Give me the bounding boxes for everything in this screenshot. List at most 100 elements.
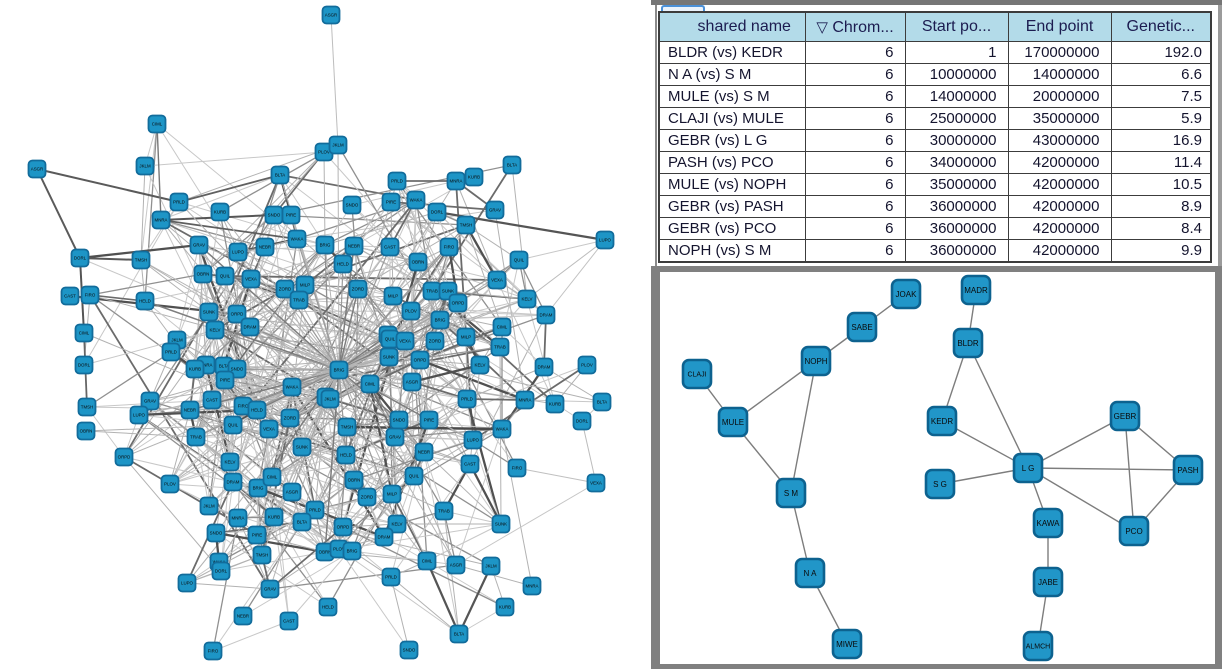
svg-text:WAKA: WAKA <box>286 385 299 390</box>
svg-text:SNDO: SNDO <box>393 418 406 423</box>
svg-text:GRAV: GRAV <box>264 587 276 592</box>
svg-text:TMSH: TMSH <box>256 553 268 558</box>
svg-text:GRAV: GRAV <box>144 399 156 404</box>
svg-text:DORL: DORL <box>215 569 228 574</box>
svg-text:ASGR: ASGR <box>286 490 298 495</box>
svg-text:LUPO: LUPO <box>232 250 245 255</box>
svg-text:GRAV: GRAV <box>489 208 501 213</box>
svg-text:NEBR: NEBR <box>237 614 249 619</box>
svg-text:LUPO: LUPO <box>133 413 146 418</box>
svg-text:TMSH: TMSH <box>81 405 93 410</box>
svg-text:PLOV: PLOV <box>405 309 417 314</box>
svg-text:TMSH: TMSH <box>460 223 472 228</box>
svg-text:ORPD: ORPD <box>452 301 465 306</box>
svg-text:KELV: KELV <box>475 363 486 368</box>
svg-text:NEBR: NEBR <box>184 408 196 413</box>
svg-text:DORL: DORL <box>78 363 91 368</box>
svg-text:N A: N A <box>804 569 818 578</box>
svg-text:ORPD: ORPD <box>231 312 244 317</box>
svg-text:OBRN: OBRN <box>197 272 210 277</box>
svg-text:JOAK: JOAK <box>896 290 918 299</box>
svg-text:JKLM: JKLM <box>485 564 497 569</box>
svg-text:OBRN: OBRN <box>412 260 425 265</box>
svg-text:JKLM: JKLM <box>139 164 151 169</box>
svg-text:SNDO: SNDO <box>403 648 416 653</box>
svg-text:MILP: MILP <box>387 492 397 497</box>
svg-text:QUIL: QUIL <box>220 274 231 279</box>
svg-text:ORPD: ORPD <box>118 455 131 460</box>
svg-text:MNRA: MNRA <box>155 218 168 223</box>
svg-text:TRAB: TRAB <box>293 298 305 303</box>
svg-text:CAST: CAST <box>384 245 396 250</box>
svg-text:JKLM: JKLM <box>324 397 336 402</box>
svg-text:KURB: KURB <box>468 175 480 180</box>
svg-text:PRLD: PRLD <box>461 397 473 402</box>
svg-text:TRAB: TRAB <box>190 435 202 440</box>
svg-text:SNDO: SNDO <box>231 367 244 372</box>
svg-text:BRIG: BRIG <box>435 318 446 323</box>
svg-text:PASH: PASH <box>1177 466 1198 475</box>
svg-text:FIRO: FIRO <box>444 245 455 250</box>
svg-text:VEXA: VEXA <box>491 278 503 283</box>
svg-text:HELD: HELD <box>139 299 151 304</box>
svg-text:VEXA: VEXA <box>263 427 275 432</box>
svg-text:NEBR: NEBR <box>259 245 271 250</box>
svg-text:ASGR: ASGR <box>31 167 43 172</box>
svg-text:KELV: KELV <box>392 522 403 527</box>
svg-text:GEBR: GEBR <box>1114 412 1137 421</box>
svg-text:PIRE: PIRE <box>286 213 296 218</box>
svg-text:S G: S G <box>933 480 947 489</box>
svg-text:SUNK: SUNK <box>296 445 308 450</box>
svg-text:ZORD: ZORD <box>352 287 364 292</box>
svg-text:BRIG: BRIG <box>334 368 345 373</box>
svg-text:SNDO: SNDO <box>210 531 223 536</box>
svg-text:SUNK: SUNK <box>495 522 507 527</box>
svg-text:MNRA: MNRA <box>200 363 213 368</box>
svg-text:CIML: CIML <box>79 331 90 336</box>
svg-text:BLTA: BLTA <box>507 163 517 168</box>
svg-text:LUPO: LUPO <box>467 438 480 443</box>
svg-text:SUNK: SUNK <box>442 289 454 294</box>
svg-text:WAKA: WAKA <box>410 198 423 203</box>
svg-text:NOPH: NOPH <box>804 357 827 366</box>
svg-text:JKLM: JKLM <box>203 504 215 509</box>
svg-text:BRIG: BRIG <box>253 486 264 491</box>
svg-text:TMSH: TMSH <box>135 258 147 263</box>
svg-text:BLTA: BLTA <box>275 173 285 178</box>
svg-text:PCO: PCO <box>1125 527 1142 536</box>
svg-text:KURB: KURB <box>499 605 511 610</box>
svg-text:MIWE: MIWE <box>836 640 858 649</box>
svg-text:GRAV: GRAV <box>389 435 401 440</box>
svg-text:MADR: MADR <box>964 286 988 295</box>
svg-text:HELD: HELD <box>251 408 263 413</box>
svg-text:PLOV: PLOV <box>164 482 176 487</box>
svg-text:NEBR: NEBR <box>418 450 430 455</box>
svg-text:CAST: CAST <box>283 619 295 624</box>
svg-text:DORL: DORL <box>74 256 87 261</box>
svg-text:MILP: MILP <box>300 283 310 288</box>
svg-text:ZORD: ZORD <box>279 287 291 292</box>
svg-text:PIRE: PIRE <box>252 533 262 538</box>
svg-text:MULE: MULE <box>722 418 744 427</box>
svg-text:MNRA: MNRA <box>526 584 539 589</box>
svg-text:LUPO: LUPO <box>181 581 194 586</box>
svg-text:CAST: CAST <box>64 294 76 299</box>
svg-text:TRAB: TRAB <box>494 345 506 350</box>
svg-text:DRAM: DRAM <box>244 325 257 330</box>
svg-text:DORL: DORL <box>431 210 444 215</box>
svg-text:KAWA: KAWA <box>1037 519 1061 528</box>
svg-text:ORPD: ORPD <box>337 525 350 530</box>
svg-text:DRAM: DRAM <box>538 365 551 370</box>
svg-text:HELD: HELD <box>337 262 349 267</box>
svg-text:BLDR: BLDR <box>957 339 979 348</box>
svg-text:SNDO: SNDO <box>346 203 359 208</box>
svg-text:WAKA: WAKA <box>496 427 509 432</box>
svg-text:JABE: JABE <box>1038 578 1058 587</box>
svg-text:BLTA: BLTA <box>597 400 607 405</box>
svg-text:BLTA: BLTA <box>297 520 307 525</box>
svg-text:OBRN: OBRN <box>319 550 332 555</box>
svg-text:FIRO: FIRO <box>238 404 249 409</box>
svg-text:BRIG: BRIG <box>347 549 358 554</box>
svg-text:CIML: CIML <box>422 559 433 564</box>
svg-text:TRAB: TRAB <box>438 509 450 514</box>
